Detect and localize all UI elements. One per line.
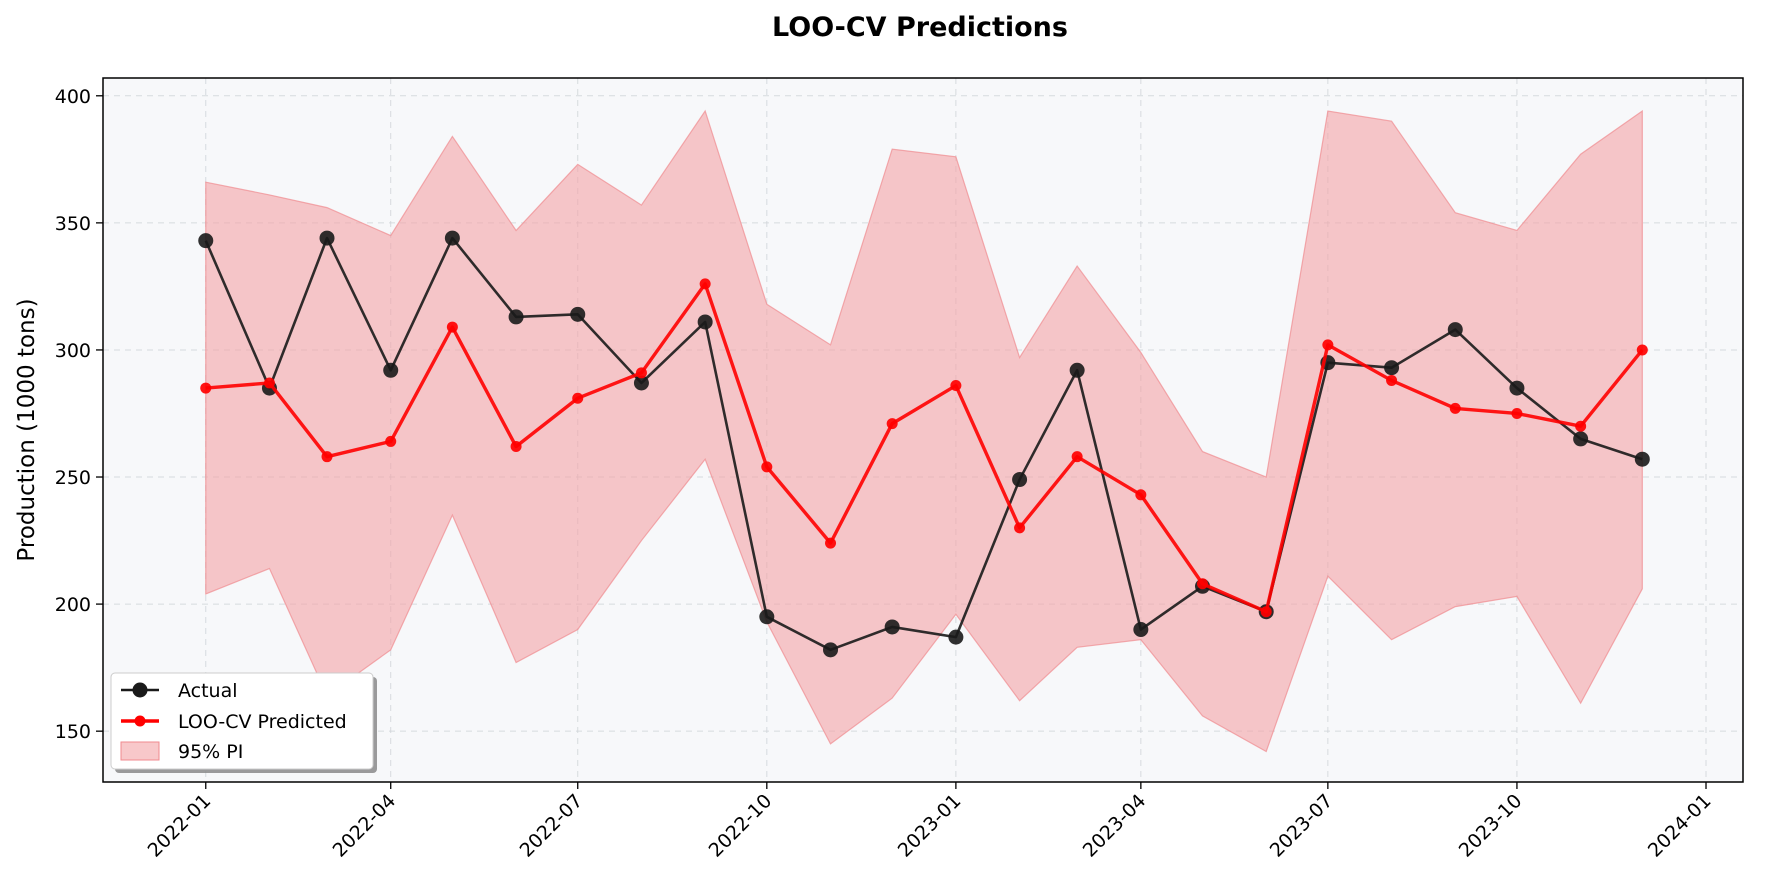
legend-swatch-band xyxy=(120,741,160,761)
actual-point xyxy=(633,375,649,391)
actual-point xyxy=(1447,322,1463,338)
predicted-point xyxy=(446,321,458,333)
x-tick-label: 2022-04 xyxy=(329,790,401,862)
predicted-point xyxy=(1071,451,1083,463)
actual-point xyxy=(948,629,964,645)
chart-title: LOO-CV Predictions xyxy=(772,12,1068,43)
actual-point xyxy=(1384,360,1400,376)
actual-line xyxy=(204,236,1643,652)
pi-band xyxy=(205,109,1643,753)
actual-point xyxy=(759,609,775,625)
predicted-point xyxy=(200,382,212,394)
predicted-point xyxy=(761,461,773,473)
predicted-point xyxy=(1014,522,1026,534)
x-tick-label: 2023-01 xyxy=(894,790,966,862)
actual-point xyxy=(823,642,839,658)
predicted-point xyxy=(886,418,898,430)
legend-swatch-marker xyxy=(132,682,148,698)
actual-point xyxy=(1509,380,1525,396)
predicted-point xyxy=(1322,339,1334,351)
predicted-point xyxy=(699,278,711,290)
predicted-point xyxy=(1636,344,1648,356)
actual-point xyxy=(319,230,335,246)
actual-point xyxy=(1634,451,1650,467)
legend-label: 95% PI xyxy=(178,741,243,763)
y-tick-label: 150 xyxy=(55,721,91,743)
y-tick-label: 250 xyxy=(55,467,91,489)
y-tick-label: 300 xyxy=(55,340,91,362)
predicted-point xyxy=(510,441,522,453)
actual-point xyxy=(1012,472,1028,488)
legend-swatch-marker xyxy=(134,715,146,727)
actual-point xyxy=(570,306,586,322)
legend: Actual LOO-CV Predicted 95% PI xyxy=(110,672,377,773)
legend-label: Actual xyxy=(178,680,238,702)
actual-point xyxy=(444,230,460,246)
x-tick-label: 2023-07 xyxy=(1266,790,1338,862)
x-tick-label: 2022-07 xyxy=(516,790,588,862)
band-layer xyxy=(205,109,1643,753)
predicted-point xyxy=(950,380,962,392)
actual-point xyxy=(884,619,900,635)
y-tick-label: 200 xyxy=(55,594,91,616)
predicted-point xyxy=(1196,578,1208,590)
predicted-point xyxy=(1575,420,1587,432)
predicted-point xyxy=(825,537,837,549)
predicted-point xyxy=(1135,489,1147,501)
actual-point xyxy=(1069,362,1085,378)
predicted-point xyxy=(321,451,333,463)
x-tick-label: 2023-04 xyxy=(1079,790,1151,862)
actual-point xyxy=(1573,431,1589,447)
x-tick-label: 2022-10 xyxy=(705,790,777,862)
y-tick-label: 350 xyxy=(55,213,91,235)
predicted-point xyxy=(572,392,584,404)
y-tick-label: 400 xyxy=(55,86,91,108)
plot-frame xyxy=(102,77,1744,783)
actual-point xyxy=(1133,622,1149,638)
actual-point xyxy=(508,309,524,325)
line-layer xyxy=(198,230,1650,658)
predicted-point xyxy=(1511,407,1523,419)
x-tick-label: 2024-01 xyxy=(1644,790,1716,862)
predicted-point xyxy=(1386,374,1398,386)
legend-box xyxy=(110,672,374,770)
y-axis-label: Production (1000 tons) xyxy=(14,298,40,561)
predicted-line xyxy=(205,282,1644,614)
legend-label: LOO-CV Predicted xyxy=(178,711,347,733)
predicted-point xyxy=(1449,402,1461,414)
actual-point xyxy=(198,233,214,249)
actual-point xyxy=(383,362,399,378)
actual-point xyxy=(697,314,713,330)
predicted-point xyxy=(385,435,397,447)
predicted-point xyxy=(263,377,275,389)
x-tick-label: 2022-01 xyxy=(144,790,216,862)
x-tick-label: 2023-10 xyxy=(1455,790,1527,862)
predicted-point xyxy=(635,367,647,379)
predicted-point xyxy=(1260,606,1272,618)
